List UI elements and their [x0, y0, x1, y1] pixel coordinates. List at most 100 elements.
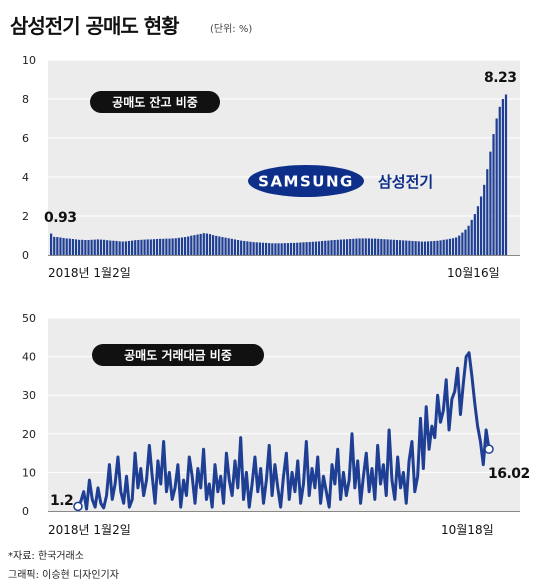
bar — [168, 238, 171, 255]
bar — [118, 241, 121, 255]
bar — [433, 240, 436, 255]
bar — [261, 242, 265, 256]
bar — [59, 237, 62, 255]
bar — [364, 238, 367, 255]
bar — [486, 169, 489, 255]
bar — [205, 233, 208, 255]
bar — [274, 243, 277, 255]
bar — [405, 240, 408, 255]
y-tick-label: 30 — [22, 389, 36, 402]
bar — [389, 239, 392, 255]
bar — [140, 239, 143, 255]
bar — [99, 239, 103, 255]
bar — [442, 239, 445, 255]
bar — [501, 99, 504, 255]
bar — [327, 240, 330, 255]
bar — [439, 240, 442, 256]
bar — [483, 184, 486, 255]
bar — [492, 134, 495, 255]
bar — [65, 238, 68, 255]
bar — [296, 242, 299, 256]
bar — [84, 239, 87, 256]
bar — [196, 234, 199, 256]
bar — [90, 239, 93, 255]
bar — [476, 206, 480, 255]
short-trading-value-chart: 0 10 20 30 40 50 공매도 거래대금 비중 1.2 16.02 2018년 … — [22, 312, 530, 537]
y-tick-label: 2 — [22, 210, 29, 223]
bar — [317, 241, 321, 255]
bar — [420, 241, 423, 255]
start-value-label: 1.2 — [50, 493, 73, 509]
bar — [56, 237, 59, 255]
bar — [361, 238, 364, 255]
bar — [106, 240, 109, 255]
y-tick-label: 4 — [22, 171, 29, 184]
bar — [87, 239, 90, 256]
graphic-credit: 그래픽: 이승현 디자인기자 — [8, 570, 119, 581]
bar — [336, 239, 339, 255]
bar — [255, 242, 258, 255]
bar — [134, 240, 137, 255]
bar — [380, 239, 383, 255]
samsung-logo: SAMSUNG — [248, 165, 364, 197]
bar — [293, 242, 296, 255]
bar — [286, 243, 290, 255]
bar — [180, 237, 184, 255]
bar — [177, 237, 180, 255]
bar — [467, 225, 470, 255]
bar — [155, 239, 159, 255]
bar — [417, 241, 420, 255]
bar — [249, 241, 252, 255]
bar — [308, 241, 311, 256]
bar — [473, 214, 476, 255]
bar — [455, 237, 458, 255]
company-name: 삼성전기 — [378, 173, 433, 191]
page-title: 삼성전기 공매도 현황 — [10, 14, 180, 38]
source-note: *자료: 한국거래소 — [8, 551, 84, 562]
bar — [53, 236, 56, 256]
bar — [436, 240, 439, 255]
bar — [283, 243, 286, 255]
bar — [212, 235, 215, 255]
bar — [451, 238, 455, 255]
bar — [240, 240, 243, 255]
bar — [305, 242, 308, 255]
y-tick-label: 20 — [22, 428, 36, 441]
bar — [146, 239, 149, 255]
bar — [352, 238, 355, 255]
bar — [314, 241, 318, 255]
chart-title-pill: 공매도 잔고 비중 — [90, 91, 220, 113]
bar — [50, 233, 53, 255]
short-balance-chart: 0 2 4 6 8 10 공매도 잔고 비중 SAMSUNG 삼성전기 0.93 8.23… — [22, 54, 520, 280]
bar — [71, 239, 75, 255]
bar — [280, 243, 283, 255]
bar — [370, 238, 374, 255]
bar — [109, 240, 112, 255]
plot-background — [48, 60, 520, 256]
bar — [233, 239, 237, 255]
bar — [221, 237, 224, 255]
bar — [395, 239, 399, 256]
bar — [324, 240, 327, 255]
y-tick-labels: 0 2 4 6 8 10 — [22, 54, 36, 262]
end-value-label: 8.23 — [484, 70, 517, 86]
bar — [74, 239, 78, 255]
end-point-marker — [484, 444, 494, 454]
y-tick-label: 0 — [22, 249, 29, 262]
bar — [224, 237, 227, 256]
bar — [258, 242, 261, 255]
bar — [162, 238, 165, 255]
bar — [62, 238, 65, 255]
bar — [299, 242, 302, 255]
bar — [208, 234, 212, 255]
bar — [149, 239, 152, 255]
bar — [115, 240, 118, 255]
bar — [78, 239, 81, 255]
y-tick-label: 0 — [22, 505, 29, 518]
y-tick-labels: 0 10 20 30 40 50 — [22, 312, 36, 518]
bar — [68, 238, 71, 255]
end-value-label: 16.02 — [488, 466, 530, 482]
bar — [504, 94, 508, 255]
bar — [377, 238, 380, 255]
bar — [124, 241, 127, 255]
